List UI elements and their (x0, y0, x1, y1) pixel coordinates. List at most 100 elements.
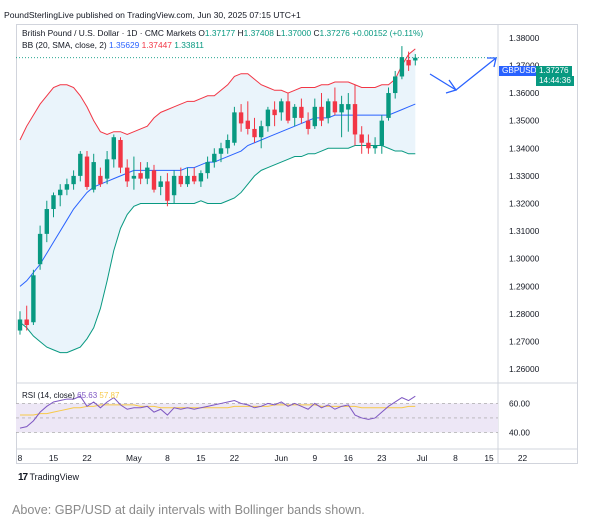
rsi-line (19, 395, 416, 429)
candle-body[interactable] (118, 139, 123, 168)
time-axis-tick-label: 16 (344, 453, 354, 463)
price-axis-tick-label: 1.34000 (509, 143, 540, 153)
time-axis-tick-label: May (126, 453, 143, 463)
candle-body[interactable] (238, 112, 244, 124)
candle-body[interactable] (84, 156, 90, 187)
candle-body[interactable] (339, 104, 344, 113)
candle-body[interactable] (212, 153, 217, 163)
tradingview-logo-icon: 17 (18, 472, 28, 483)
candle-body[interactable] (31, 275, 36, 323)
rsi-axis-tick-label: 60.00 (509, 398, 530, 408)
candle-body[interactable] (406, 59, 411, 66)
candle-body[interactable] (252, 128, 257, 138)
candle-body[interactable] (319, 106, 324, 121)
candle-body[interactable] (51, 195, 56, 210)
candle-body[interactable] (332, 101, 338, 113)
candle-body[interactable] (326, 101, 331, 118)
candle-body[interactable] (299, 106, 304, 118)
candle-body[interactable] (352, 104, 358, 135)
candle-body[interactable] (58, 189, 63, 196)
open-label: O (198, 28, 205, 38)
candle-body[interactable] (111, 137, 116, 160)
candle-body[interactable] (138, 173, 143, 179)
candle-body[interactable] (312, 106, 317, 127)
candle-body[interactable] (171, 175, 177, 196)
rsi-value: 65.63 (77, 391, 98, 400)
candle-body[interactable] (279, 101, 284, 113)
candle-body[interactable] (292, 106, 297, 118)
price-axis-tick-label: 1.38000 (509, 33, 540, 43)
candle-body[interactable] (178, 175, 183, 185)
open-value: 1.37177 (204, 28, 236, 38)
bb-upper-line (19, 48, 416, 141)
candle-body[interactable] (259, 126, 264, 138)
candle-body[interactable] (225, 139, 230, 149)
candle-body[interactable] (379, 120, 384, 146)
candle-body[interactable] (17, 319, 23, 331)
candle-body[interactable] (151, 170, 157, 190)
time-axis-tick-label: 22 (518, 453, 528, 463)
candle-body[interactable] (305, 120, 311, 129)
candle-body[interactable] (218, 148, 224, 154)
candle-body[interactable] (399, 57, 405, 77)
candle-body[interactable] (104, 159, 110, 179)
candle-body[interactable] (205, 162, 210, 174)
candle-body[interactable] (245, 120, 250, 129)
rsi-ma-value: 57.87 (99, 391, 120, 400)
price-axis-tick-label: 1.31000 (509, 226, 540, 236)
symbol-tag: GBPUSD (499, 66, 540, 76)
rsi-label: RSI (14, close) (22, 391, 75, 400)
price-axis-tick-label: 1.36000 (509, 88, 540, 98)
candle-body[interactable] (272, 109, 277, 116)
change-value: +0.00152 (+0.11%) (352, 28, 424, 38)
candle-body[interactable] (64, 184, 70, 190)
price-axis-tick-label: 1.37000 (509, 60, 540, 70)
high-value: 1.37408 (243, 28, 274, 38)
candle-body[interactable] (192, 175, 197, 182)
bb-lower-value: 1.33811 (174, 40, 204, 50)
price-axis-tick-label: 1.28000 (509, 309, 540, 319)
candle-body[interactable] (37, 233, 43, 265)
low-value: 1.37000 (280, 28, 312, 38)
time-axis-tick-label: Jul (417, 453, 428, 463)
candle-body[interactable] (346, 104, 351, 110)
high-label: H (237, 28, 244, 38)
candle-body[interactable] (44, 209, 49, 234)
candle-body[interactable] (359, 134, 364, 143)
candle-body[interactable] (198, 173, 204, 182)
candle-body[interactable] (366, 142, 371, 149)
price-axis-tick-label: 1.29000 (509, 281, 540, 291)
tradingview-logo[interactable]: 17 TradingView (18, 472, 79, 483)
price-axis-tick-label: 1.35000 (509, 116, 540, 126)
candle-body[interactable] (372, 145, 378, 149)
publisher-header: PoundSterlingLive published on TradingVi… (4, 10, 301, 20)
time-axis-tick-label: 8 (18, 453, 23, 463)
rsi-legend: RSI (14, close) 65.63 57.87 (22, 391, 119, 400)
projection-arrow-head-1 (445, 79, 458, 94)
candle-body[interactable] (232, 112, 237, 143)
tradingview-logo-text: TradingView (29, 472, 79, 482)
low-label: L (276, 28, 281, 38)
candle-body[interactable] (24, 319, 29, 326)
candle-body[interactable] (185, 175, 190, 185)
countdown-tag: 14:44:36 (536, 76, 574, 86)
candle-body[interactable] (98, 175, 103, 185)
candle-body[interactable] (125, 167, 130, 182)
candle-body[interactable] (145, 167, 150, 179)
price-axis-tick-label: 1.33000 (509, 171, 540, 181)
candle-body[interactable] (265, 109, 271, 127)
candle-body[interactable] (386, 93, 391, 118)
candle-body[interactable] (393, 76, 398, 94)
candle-body[interactable] (71, 175, 76, 185)
candle-body[interactable] (285, 101, 291, 121)
candle-body[interactable] (78, 153, 83, 176)
bb-basis-value: 1.35629 (109, 40, 140, 50)
candle-body[interactable] (91, 162, 96, 190)
time-axis-tick-label: 22 (82, 453, 92, 463)
candle-body[interactable] (158, 181, 163, 187)
candle-body[interactable] (413, 57, 418, 61)
candle-body[interactable] (131, 175, 137, 179)
candle-body[interactable] (165, 181, 170, 201)
price-axis-tick-label: 1.27000 (509, 337, 540, 347)
